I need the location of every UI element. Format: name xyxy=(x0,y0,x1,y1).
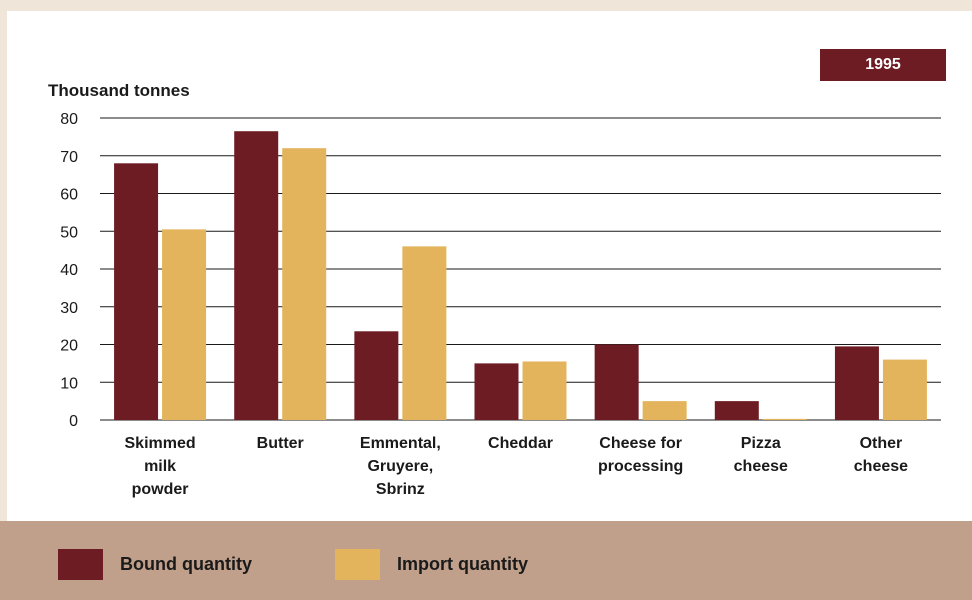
bar-import xyxy=(402,246,447,420)
bar-bound xyxy=(114,163,159,421)
bar-import xyxy=(162,229,207,420)
legend-band xyxy=(0,521,972,600)
bar-import xyxy=(762,418,807,420)
bar-bound xyxy=(834,346,879,420)
y-tick-label: 30 xyxy=(60,300,78,317)
x-category-label: Cheddar xyxy=(488,435,553,452)
bar-import xyxy=(282,148,327,420)
y-tick-label: 20 xyxy=(60,338,78,355)
year-badge: 1995 xyxy=(820,49,946,81)
bar-bound xyxy=(474,363,519,420)
legend-swatch-import xyxy=(335,549,380,580)
bar-bound xyxy=(714,401,759,420)
x-category-label: Skimmed milk powder xyxy=(125,435,196,498)
y-tick-label: 50 xyxy=(60,224,78,241)
y-tick-label: 70 xyxy=(60,149,78,166)
y-tick-label: 40 xyxy=(60,262,78,279)
y-tick-label: 0 xyxy=(69,413,78,430)
legend-label-bound: Bound quantity xyxy=(120,554,252,574)
y-axis-title: Thousand tonnes xyxy=(48,81,190,100)
x-category-label: Emmental, Gruyere, Sbrinz xyxy=(360,435,441,498)
y-tick-label: 60 xyxy=(60,187,78,204)
bar-bound xyxy=(354,331,399,420)
y-tick-label: 10 xyxy=(60,375,78,392)
bar-import xyxy=(522,361,567,420)
bar-bound xyxy=(234,131,279,420)
x-category-label: Cheese for processing xyxy=(598,435,683,475)
x-category-label: Other cheese xyxy=(854,435,908,475)
y-tick-label: 80 xyxy=(60,111,78,128)
legend-label-import: Import quantity xyxy=(397,554,528,574)
bar-import xyxy=(882,359,927,420)
legend-swatch-bound xyxy=(58,549,103,580)
bar-chart: Thousand tonnes 0 10 20 30 40 50 60 70 80 Skimmed m… xyxy=(48,81,941,498)
x-category-label: Pizza cheese xyxy=(734,435,788,475)
bar-bound xyxy=(594,344,639,420)
x-category-label: Butter xyxy=(257,435,304,452)
bar-import xyxy=(642,401,687,420)
